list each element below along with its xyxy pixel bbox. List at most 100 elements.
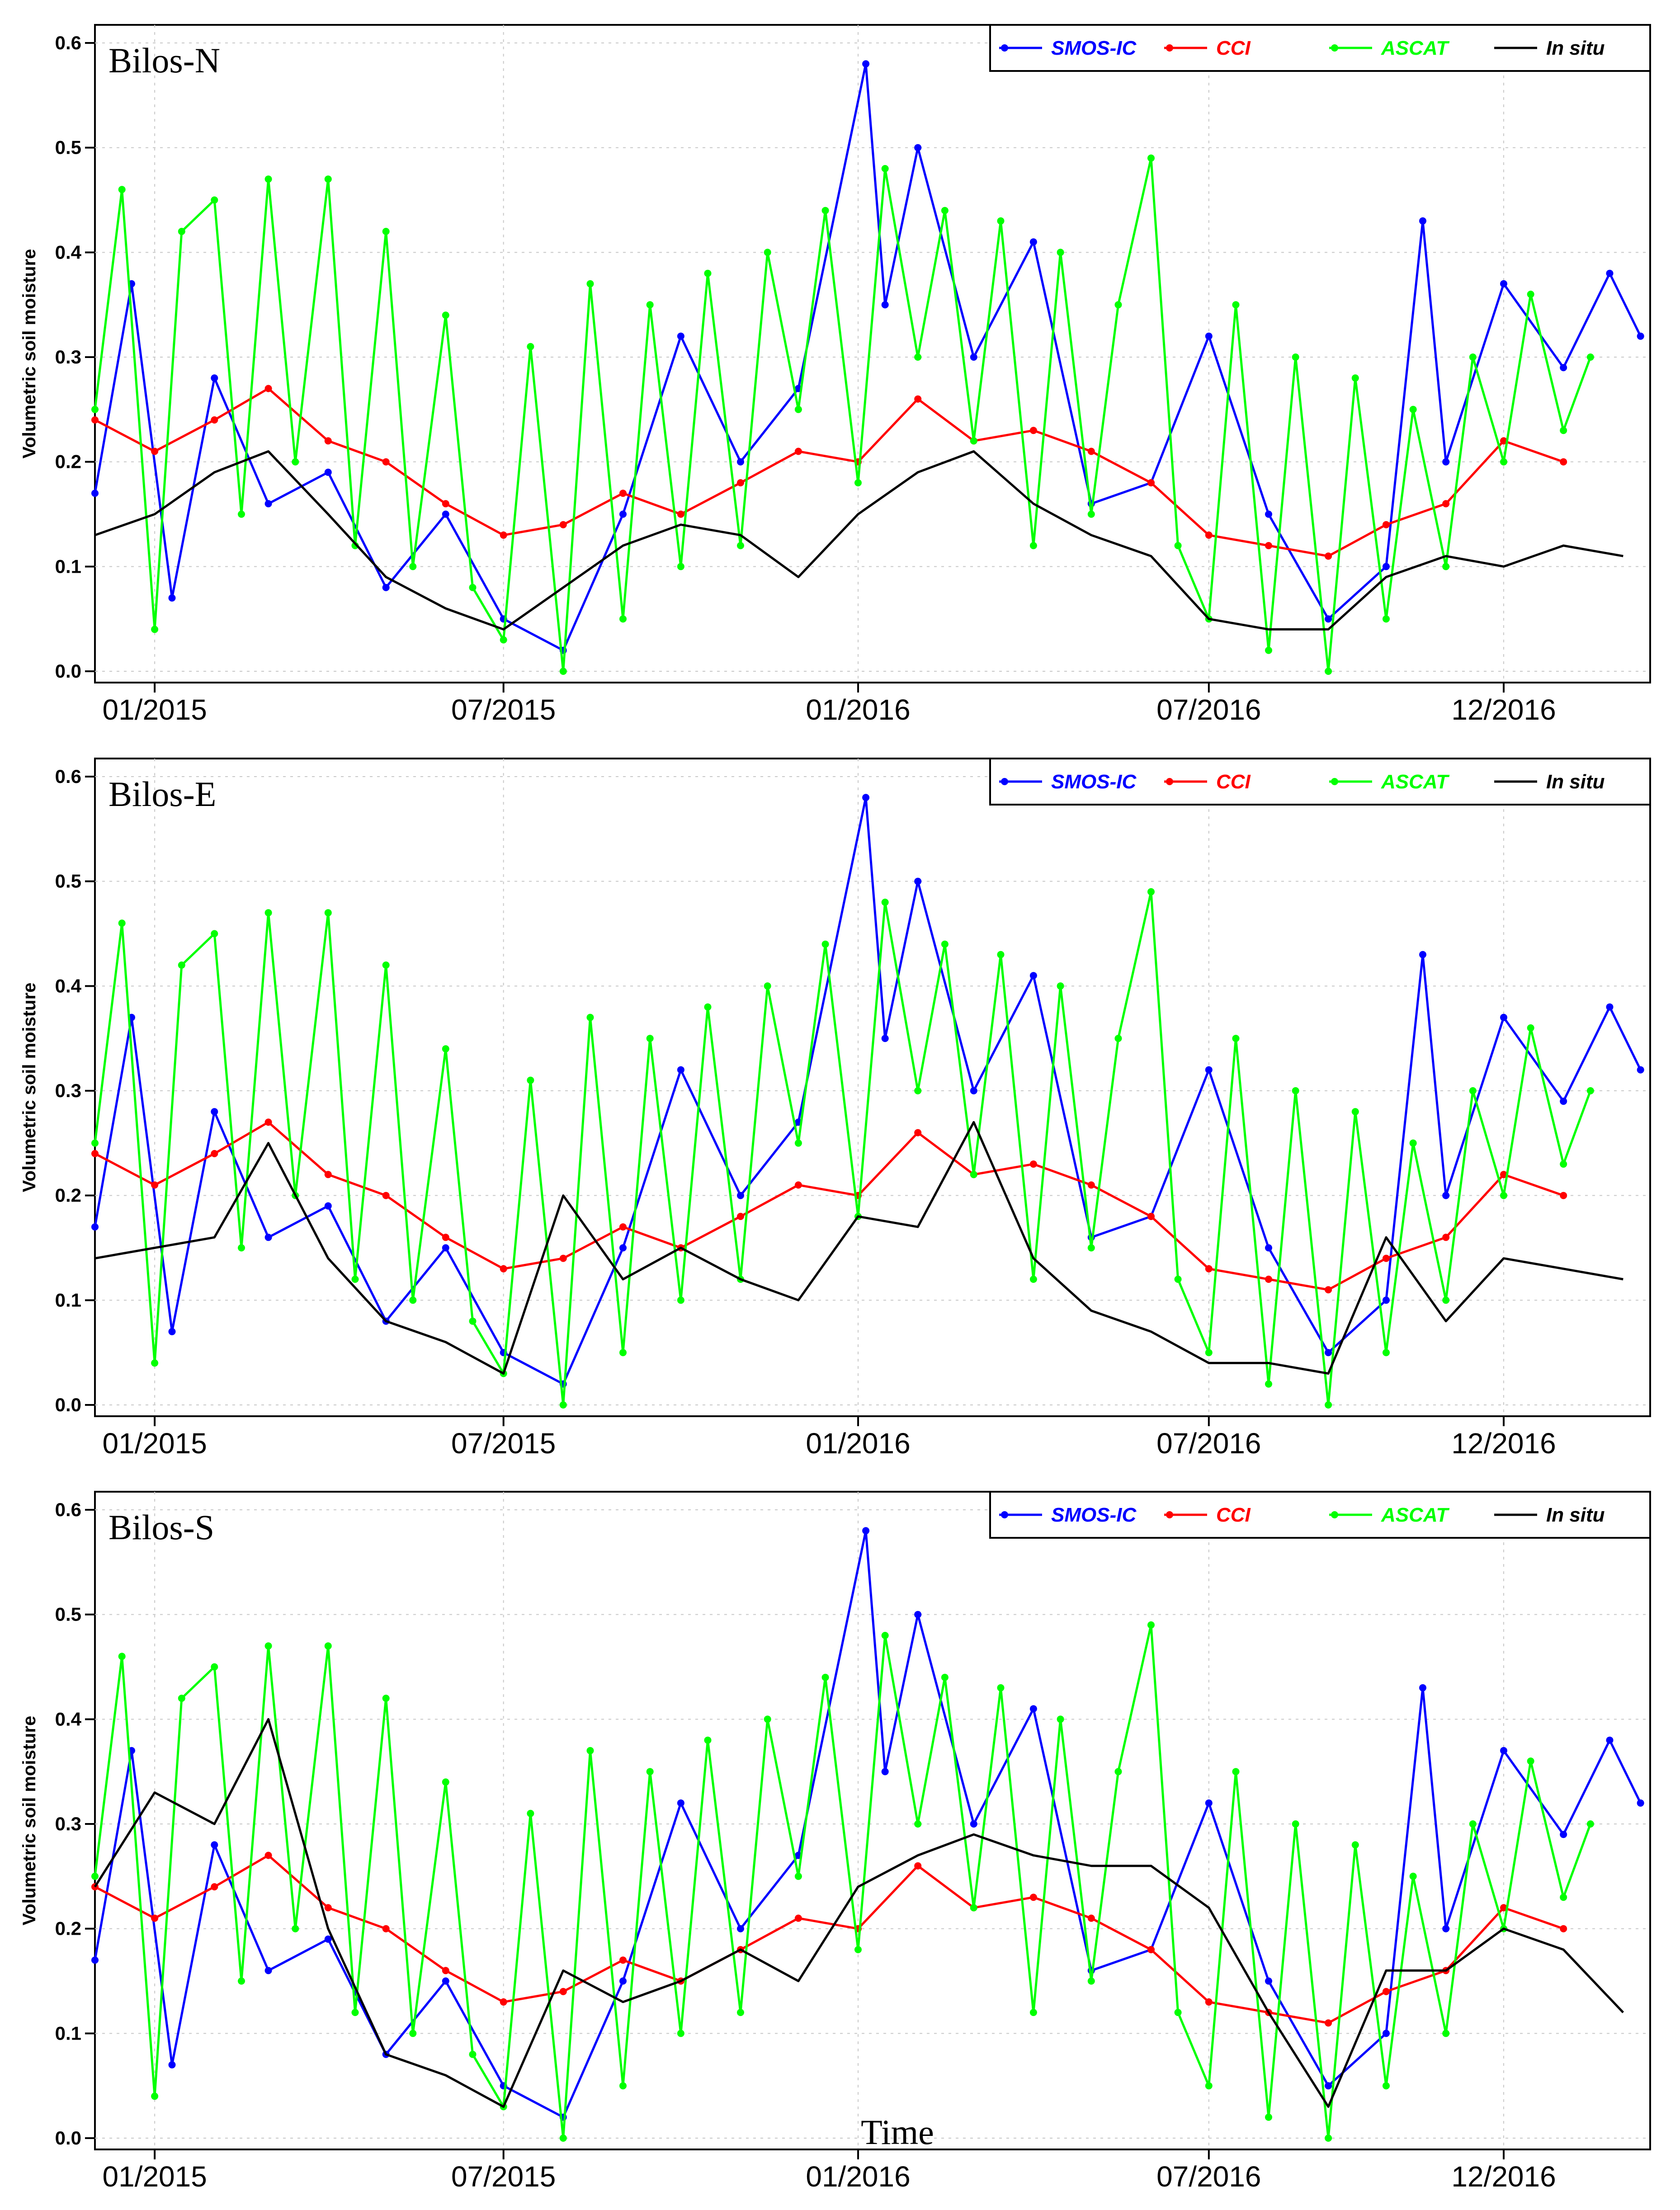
data-point-ascat <box>941 940 949 948</box>
data-point-ascat <box>1325 2135 1332 2142</box>
data-point-ascat <box>1469 1820 1477 1828</box>
data-point-cci <box>1147 1213 1155 1220</box>
data-point-cci <box>264 1118 272 1126</box>
data-point-ascat <box>1232 1768 1240 1776</box>
data-point-smos-ic <box>264 1967 272 1974</box>
data-point-ascat <box>881 1632 889 1639</box>
data-point-cci <box>1265 542 1272 549</box>
data-point-cci <box>914 1129 922 1136</box>
data-point-ascat <box>794 405 802 413</box>
data-point-smos-ic <box>970 1087 977 1094</box>
data-point-ascat <box>997 951 1005 958</box>
data-point-ascat <box>1325 1401 1332 1409</box>
data-point-cci <box>1147 479 1155 486</box>
y-tick-label: 0.0 <box>55 2127 81 2149</box>
chart-panel-bilos-e: 0.0 0.1 0.2 0.3 0.4 0.5 0.6 01/2015 07/2015 01/20… <box>19 758 1651 1460</box>
data-point-smos-ic <box>881 1768 889 1776</box>
data-point-ascat <box>854 479 862 486</box>
data-point-ascat <box>1560 427 1567 434</box>
data-point-ascat <box>527 1076 534 1084</box>
data-point-ascat <box>1114 1768 1122 1776</box>
plot-frame <box>94 1491 1651 2150</box>
data-point-smos-ic <box>1637 1799 1644 1807</box>
data-point-ascat <box>211 930 218 938</box>
data-point-ascat <box>997 217 1005 225</box>
data-point-ascat <box>118 1653 126 1660</box>
data-point-ascat <box>1527 1024 1534 1032</box>
data-point-cci <box>794 1914 802 1922</box>
data-point-cci <box>737 479 744 486</box>
y-tick-label: 0.0 <box>55 660 81 682</box>
data-point-smos-ic <box>1560 1098 1567 1105</box>
data-point-ascat <box>970 1171 977 1178</box>
data-point-cci <box>1029 1894 1037 1901</box>
y-tick-label: 0.2 <box>55 1918 81 1939</box>
x-tick-label: 01/2015 <box>102 693 207 726</box>
data-point-ascat <box>91 1872 99 1880</box>
data-point-ascat <box>764 1715 771 1723</box>
data-point-ascat <box>351 2009 359 2016</box>
series-line-ascat <box>94 891 1592 1406</box>
data-point-ascat <box>854 1946 862 1953</box>
legend-swatch-marker <box>1166 778 1173 785</box>
data-point-cci <box>1325 552 1332 560</box>
data-point-ascat <box>1586 1820 1594 1828</box>
data-point-ascat <box>91 405 99 413</box>
data-point-smos-ic <box>1500 280 1507 287</box>
data-point-ascat <box>1205 1349 1213 1357</box>
data-point-cci <box>1205 1998 1213 2006</box>
data-point-smos-ic <box>1560 364 1567 372</box>
data-point-cci <box>264 1852 272 1859</box>
data-point-cci <box>1265 1276 1272 1283</box>
data-point-cci <box>1147 1946 1155 1953</box>
y-tick-label: 0.2 <box>55 451 81 472</box>
data-point-ascat <box>1351 374 1359 382</box>
data-point-cci <box>211 1883 218 1890</box>
data-point-cci <box>1029 427 1037 434</box>
data-point-smos-ic <box>382 584 390 591</box>
data-point-cci <box>1383 1988 1390 1995</box>
data-point-cci <box>794 448 802 455</box>
data-point-cci <box>442 1967 449 1974</box>
data-point-cci <box>500 1265 507 1272</box>
data-point-smos-ic <box>970 353 977 361</box>
data-point-ascat <box>821 207 829 214</box>
data-point-cci <box>1442 500 1450 508</box>
data-point-smos-ic <box>737 1192 744 1199</box>
data-point-smos-ic <box>264 1234 272 1241</box>
data-point-smos-ic <box>677 1799 684 1807</box>
data-point-ascat <box>469 1317 477 1325</box>
legend-box <box>989 758 1651 806</box>
data-point-ascat <box>264 175 272 183</box>
data-point-ascat <box>118 919 126 927</box>
data-point-ascat <box>238 510 245 518</box>
data-point-cci <box>382 458 390 466</box>
data-point-ascat <box>764 249 771 256</box>
data-point-cci <box>1325 1286 1332 1294</box>
data-point-ascat <box>324 1642 332 1650</box>
data-point-smos-ic <box>1383 1296 1390 1304</box>
data-point-ascat <box>178 228 185 235</box>
data-point-ascat <box>118 186 126 193</box>
y-tick-label: 0.5 <box>55 137 81 158</box>
data-point-cci <box>324 437 332 445</box>
data-point-smos-ic <box>677 1066 684 1074</box>
data-point-ascat <box>914 353 922 361</box>
data-point-ascat <box>469 2050 477 2058</box>
data-point-cci <box>442 1234 449 1241</box>
x-tick-label: 07/2016 <box>1156 693 1261 726</box>
data-point-cci <box>914 1862 922 1870</box>
data-point-cci <box>1383 521 1390 528</box>
data-point-ascat <box>586 280 594 287</box>
data-point-ascat <box>409 1296 417 1304</box>
data-point-smos-ic <box>1500 1013 1507 1021</box>
data-point-ascat <box>1087 1977 1095 1985</box>
data-point-ascat <box>646 301 654 309</box>
data-point-ascat <box>324 175 332 183</box>
y-tick-label: 0.4 <box>55 241 82 263</box>
x-tick-label: 12/2016 <box>1451 2160 1556 2193</box>
legend-entry-label: ASCAT <box>1381 37 1449 59</box>
data-point-cci <box>1560 1192 1567 1199</box>
data-point-cci <box>1205 1265 1213 1272</box>
x-axis-label: Time <box>861 2112 934 2152</box>
